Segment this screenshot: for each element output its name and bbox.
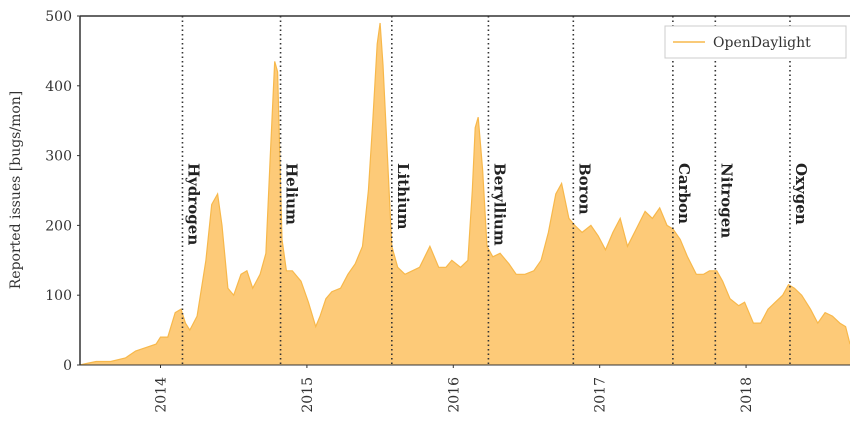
release-label: Oxygen [792,163,810,225]
release-label: Carbon [675,163,693,224]
legend-label: OpenDaylight [713,35,811,51]
release-label: Beryllium [490,163,508,246]
x-tick-label: 2018 [739,377,755,413]
release-label: Boron [575,163,593,215]
y-tick-label: 100 [45,288,72,304]
x-tick-label: 2014 [154,377,170,413]
y-axis-label: Reported issues [bugs/mon] [8,91,24,290]
x-tick-label: 2017 [593,377,609,413]
legend: OpenDaylight [664,25,847,59]
y-tick-label: 0 [63,358,72,374]
release-label: Lithium [394,163,412,230]
area-line [79,22,850,366]
release-label: Hydrogen [184,163,202,245]
y-tick-label: 200 [45,218,72,234]
release-label: Nitrogen [717,163,735,238]
release-label: Helium [283,163,301,225]
y-tick-label: 300 [45,149,72,165]
x-tick-label: 2016 [446,377,462,413]
y-tick-label: 400 [45,79,72,95]
area-fill [80,23,850,365]
y-tick-label: 500 [45,9,72,25]
x-tick-label: 2015 [300,377,316,413]
